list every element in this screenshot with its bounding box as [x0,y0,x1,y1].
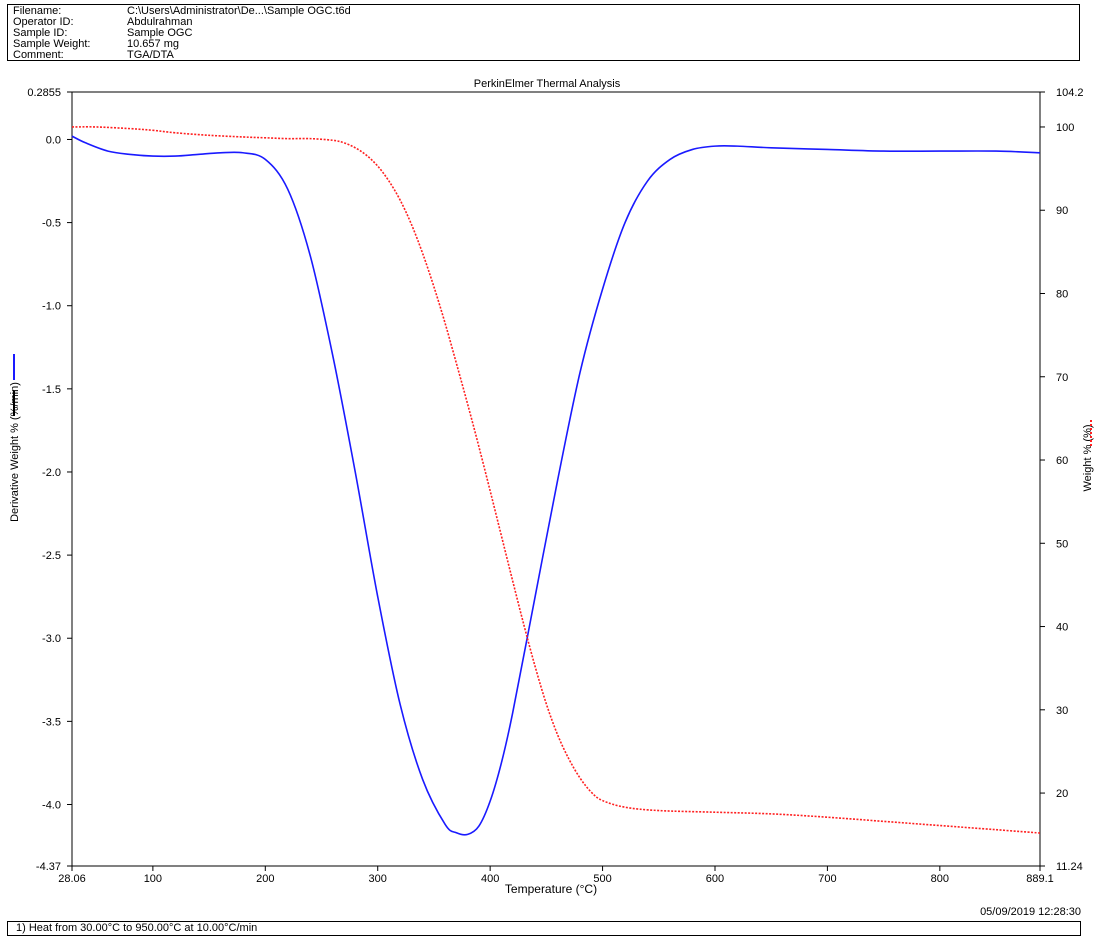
y-axis-left: 0.2855 0.0 -0.5 -1.0 -1.5 -2.0 -2.5 -3.0 -3.5 -4.… [27,87,72,873]
info-value: 10.657 mg [127,38,179,50]
chart-title: PerkinElmer Thermal Analysis [474,78,621,90]
x-tick-label: 100 [144,873,162,885]
x-tick-label: 200 [256,873,274,885]
info-label: Comment: [13,49,64,61]
y-right-tick-label: 50 [1056,538,1068,550]
y-right-tick-label: 11.24 [1056,861,1083,873]
y-right-tick-label: 100 [1056,122,1074,134]
y-right-tick-label: 70 [1056,372,1068,384]
y-left-tick-label: -0.5 [42,218,61,230]
info-label: Filename: [13,5,62,17]
y-right-tick-label: 20 [1056,788,1068,800]
y-left-tick-label: -3.0 [42,633,61,645]
y-axis-right: 104.2 100 90 80 70 60 50 40 30 20 11.24 [1040,87,1084,873]
info-value: Sample OGC [127,27,193,39]
info-label: Sample Weight: [13,38,91,50]
x-tick-label: 400 [481,873,499,885]
timestamp: 05/09/2019 12:28:30 [980,906,1081,918]
y-left-tick-label: 0.0 [46,134,61,146]
series-layer [71,126,1041,836]
x-axis: 28.06 100 200 300 400 500 600 700 800 889.1 [58,866,1054,885]
method-footer: 1) Heat from 30.00°C to 950.00°C at 10.0… [7,921,1081,936]
x-tick-label: 700 [818,873,836,885]
y-right-tick-label: 90 [1056,205,1068,217]
x-axis-label: Temperature (°C) [505,882,597,896]
y-left-tick-label: -2.0 [42,467,61,479]
weight-percent-line [71,126,1041,834]
y-right-tick-label: 104.2 [1056,87,1084,99]
y-right-tick-label: 80 [1056,288,1068,300]
x-tick-label: 28.06 [58,873,86,885]
y-left-tick-label: 0.2855 [27,87,61,99]
x-tick-label: 600 [706,873,724,885]
y-left-tick-label: -4.0 [42,799,61,811]
sample-info-box [7,4,1080,61]
y-left-tick-label: -2.5 [42,550,61,562]
info-label: Sample ID: [13,27,68,39]
info-value: TGA/DTA [127,49,174,61]
plot-frame [71,91,1041,867]
x-tick-label: 300 [369,873,387,885]
y-right-tick-label: 60 [1056,455,1068,467]
x-tick-label: 889.1 [1026,873,1054,885]
y-right-tick-label: 40 [1056,622,1068,634]
y-axis-right-label: Weight % (%) [1082,424,1094,491]
y-right-tick-label: 30 [1056,705,1068,717]
info-value: Abdulrahman [127,16,193,28]
info-value: C:\Users\Administrator\De...\Sample OGC.… [127,5,351,17]
info-label: Operator ID: [13,16,74,28]
y-left-tick-label: -1.0 [42,301,61,313]
derivative-weight-line [71,135,1041,836]
x-tick-label: 800 [931,873,949,885]
y-left-tick-label: -1.5 [42,384,61,396]
y-left-tick-label: -3.5 [42,716,61,728]
y-left-tick-label: -4.37 [36,861,61,873]
y-axis-left-label: Derivative Weight % (%/min) [9,382,21,522]
x-tick-label: 500 [593,873,611,885]
